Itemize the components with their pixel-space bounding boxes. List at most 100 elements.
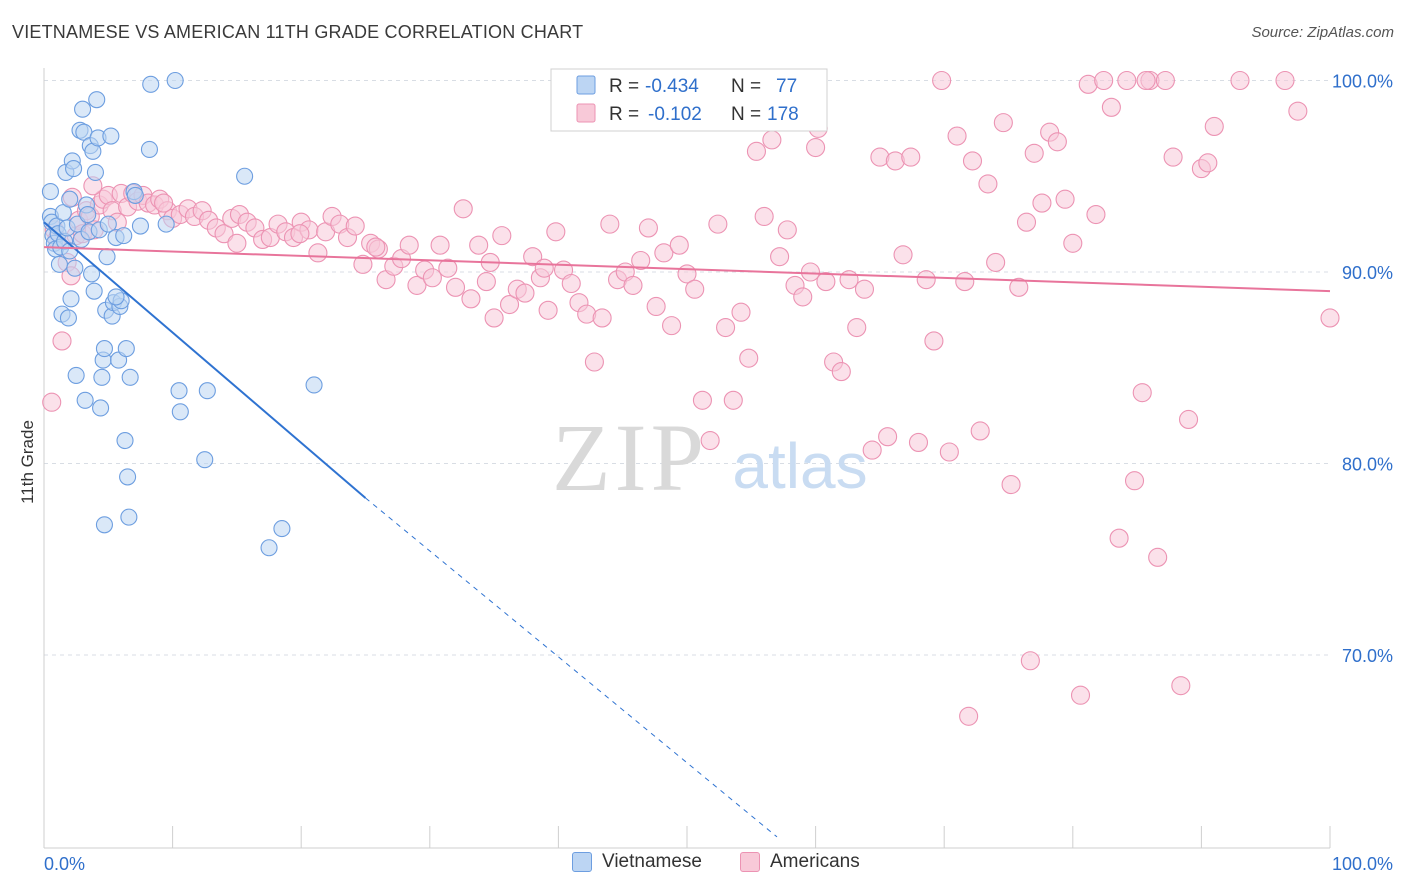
- data-point: [592, 308, 612, 328]
- legend-item-vietnamese[interactable]: Vietnamese: [572, 851, 702, 873]
- data-point: [83, 265, 101, 283]
- data-point: [1288, 101, 1308, 121]
- legend-r-value-2: -0.102: [648, 104, 702, 125]
- legend-r-value-1: -0.434: [645, 76, 699, 97]
- data-point: [1032, 193, 1052, 213]
- data-point: [847, 317, 867, 338]
- legend-n-value-2: 178: [767, 104, 799, 125]
- data-point: [669, 235, 689, 255]
- legend-r-label-2: R =: [609, 104, 639, 125]
- data-point: [438, 258, 458, 278]
- data-point: [1086, 205, 1106, 225]
- data-point: [59, 309, 77, 327]
- data-point: [430, 235, 450, 255]
- y-tick-label: 70.0%: [1342, 646, 1393, 666]
- data-point: [353, 254, 373, 274]
- data-point: [1001, 475, 1021, 495]
- data-point: [800, 262, 821, 282]
- data-point: [62, 290, 80, 308]
- vietnamese-swatch: [572, 852, 592, 872]
- data-point: [700, 430, 720, 451]
- americans-swatch: [740, 852, 760, 872]
- data-point: [662, 316, 682, 336]
- data-point: [214, 224, 234, 244]
- data-point: [986, 252, 1006, 272]
- data-point: [955, 272, 975, 292]
- data-point: [1204, 116, 1224, 137]
- data-point: [1275, 70, 1295, 91]
- data-point: [41, 183, 59, 201]
- data-point: [777, 220, 797, 240]
- legend-swatch-americans: [576, 103, 596, 123]
- data-point: [154, 193, 174, 213]
- data-point: [196, 451, 214, 469]
- data-point: [308, 243, 328, 263]
- data-point: [638, 218, 658, 238]
- data-point: [534, 258, 554, 278]
- vietnamese-points: [41, 71, 323, 557]
- data-point: [806, 137, 826, 158]
- data-point: [142, 75, 160, 93]
- data-point: [654, 243, 674, 263]
- data-point: [157, 215, 175, 233]
- data-point: [76, 391, 94, 409]
- y-axis-label: 11th Grade: [18, 420, 37, 504]
- data-point: [1117, 70, 1137, 91]
- axes: [43, 68, 1331, 849]
- legend-n-value-1: 77: [776, 76, 797, 97]
- data-point: [1101, 97, 1121, 117]
- data-point: [140, 140, 159, 158]
- data-point: [42, 392, 62, 412]
- legend-n-label-2: N =: [731, 104, 761, 125]
- data-point: [816, 272, 836, 292]
- data-point: [107, 288, 125, 306]
- data-point: [1109, 528, 1129, 548]
- data-point: [1171, 676, 1191, 696]
- data-point: [839, 270, 859, 290]
- data-point: [67, 366, 85, 384]
- data-point: [1163, 147, 1183, 167]
- data-point: [227, 233, 247, 253]
- data-point: [1016, 212, 1037, 232]
- data-point: [1132, 383, 1152, 403]
- data-point: [924, 331, 944, 351]
- data-point: [74, 100, 92, 118]
- data-point: [723, 390, 743, 410]
- data-point: [98, 248, 116, 266]
- data-point: [939, 442, 959, 462]
- legend-swatch-vietnamese: [576, 75, 596, 95]
- legend-item-americans[interactable]: Americans: [740, 851, 860, 873]
- data-point: [66, 259, 84, 277]
- data-point: [461, 289, 481, 309]
- legend-r-label-1: R =: [609, 76, 639, 97]
- data-point: [716, 317, 736, 338]
- data-point: [854, 279, 875, 299]
- data-point: [305, 376, 323, 394]
- data-point: [862, 440, 882, 460]
- data-point: [947, 126, 967, 146]
- data-point: [1178, 409, 1199, 430]
- data-point: [93, 368, 111, 386]
- data-point: [546, 222, 566, 242]
- data-point: [198, 382, 216, 400]
- data-point: [85, 282, 103, 300]
- data-point: [166, 71, 184, 90]
- data-point: [600, 214, 620, 234]
- data-point: [61, 190, 79, 208]
- source-credit: Source: ZipAtlas.com: [1251, 24, 1394, 41]
- data-point: [962, 151, 983, 171]
- data-point: [1124, 471, 1145, 491]
- chart-title: VIETNAMESE VS AMERICAN 11TH GRADE CORREL…: [12, 22, 584, 42]
- data-point: [978, 174, 998, 194]
- data-point: [260, 539, 278, 557]
- americans-points: [42, 70, 1340, 726]
- data-point: [273, 520, 291, 538]
- data-point: [901, 147, 921, 167]
- data-point: [1055, 189, 1075, 209]
- data-point: [561, 273, 581, 294]
- data-point: [126, 186, 144, 204]
- data-point: [407, 275, 427, 295]
- data-point: [102, 127, 120, 145]
- data-point: [523, 247, 543, 267]
- data-point: [893, 245, 913, 265]
